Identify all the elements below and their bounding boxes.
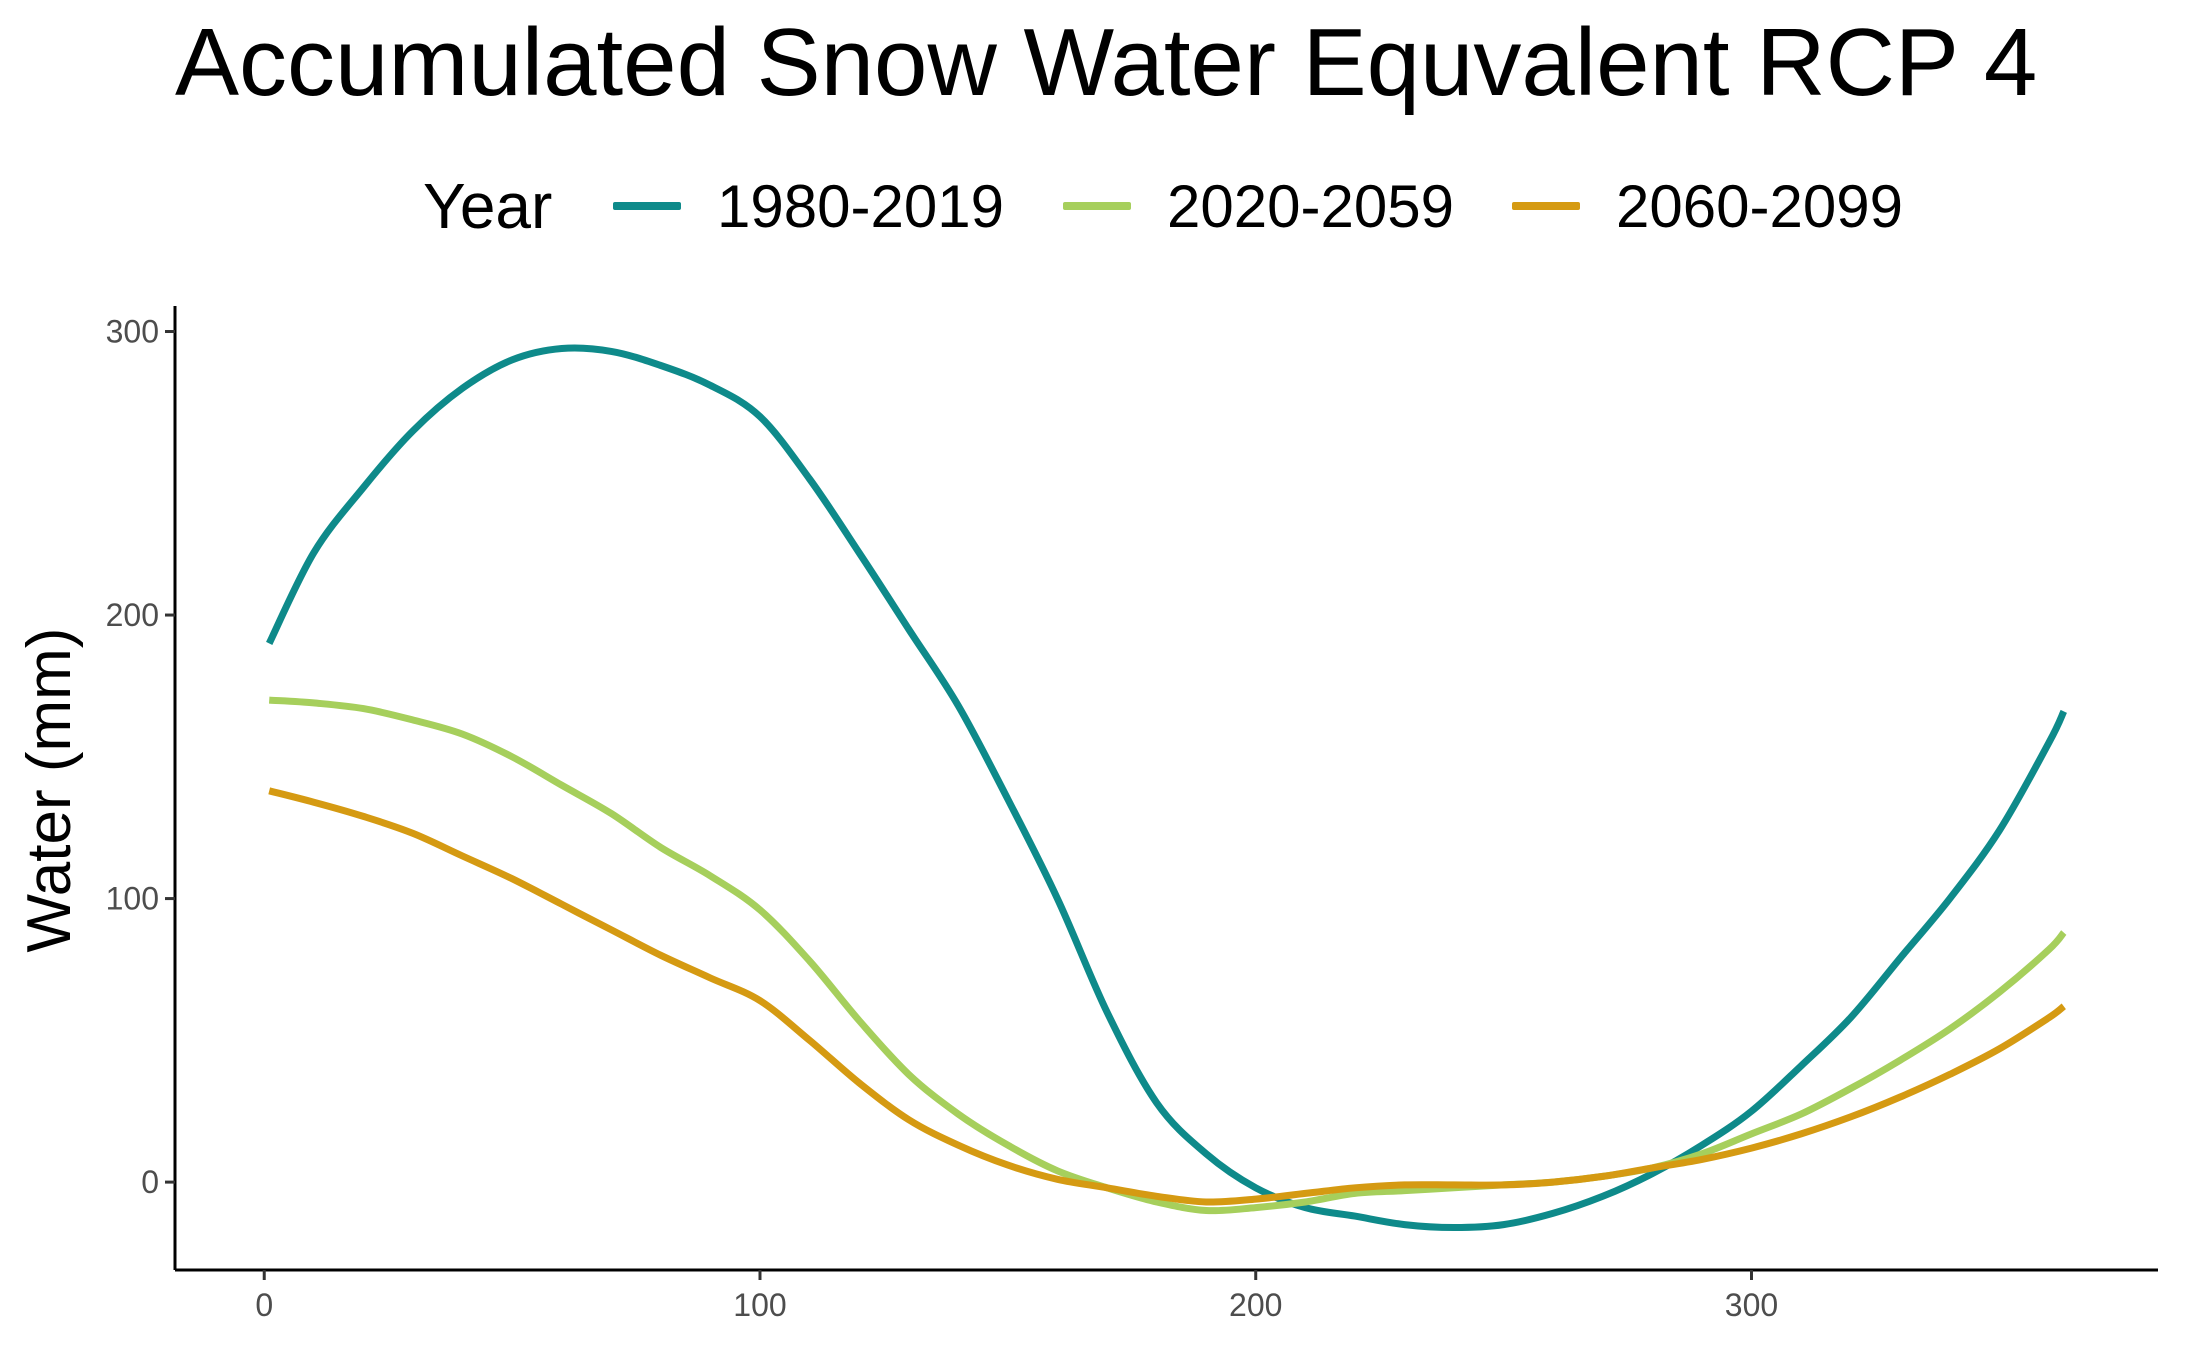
y-tick-label: 200 bbox=[106, 597, 159, 633]
y-tick-label: 0 bbox=[141, 1164, 159, 1200]
legend-label: 2060-2099 bbox=[1616, 172, 1903, 240]
legend-swatch bbox=[1512, 202, 1580, 210]
y-axis-title: Water (mm) bbox=[15, 628, 84, 953]
x-tick-label: 200 bbox=[1229, 1287, 1282, 1323]
legend-item-2020-2059: 2020-2059 bbox=[1063, 172, 1454, 241]
legend-label: 1980-2019 bbox=[717, 172, 1004, 240]
legend-swatch bbox=[613, 202, 681, 210]
legend-item-2060-2099: 2060-2099 bbox=[1512, 172, 1903, 241]
legend-title: Year bbox=[423, 170, 553, 242]
series-line-2060-2099 bbox=[268, 787, 2067, 1206]
x-tick-label: 300 bbox=[1725, 1287, 1778, 1323]
y-tick-label: 300 bbox=[106, 314, 159, 350]
series-lines bbox=[266, 344, 2067, 1231]
legend-item-1980-2019: 1980-2019 bbox=[613, 172, 1004, 241]
axis-ticks: 0 100 200 300 0 100 200 300 bbox=[106, 314, 1779, 1323]
series-line-1980-2019 bbox=[266, 344, 2067, 1231]
chart-title: Accumulated Snow Water Equvalent RCP 4 bbox=[175, 9, 2038, 116]
x-tick-label: 0 bbox=[255, 1287, 273, 1323]
legend-label: 2020-2059 bbox=[1167, 172, 1454, 240]
y-tick-label: 100 bbox=[106, 881, 159, 917]
legend-swatch bbox=[1063, 202, 1131, 210]
x-tick-label: 100 bbox=[733, 1287, 786, 1323]
series-line-2020-2059 bbox=[268, 696, 2067, 1215]
